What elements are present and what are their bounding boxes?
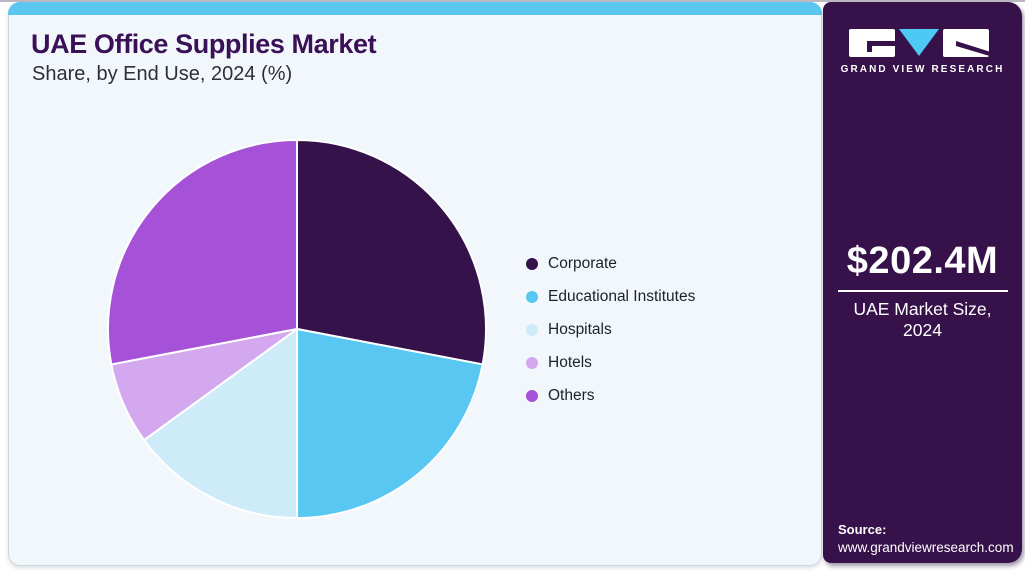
card-accent-bar [8, 2, 822, 15]
gvr-logo: GRAND VIEW RESEARCH [823, 29, 1022, 75]
chart-legend: Corporate Educational Institutes Hospita… [526, 255, 696, 422]
legend-label: Hospitals [548, 321, 612, 338]
source-url-link[interactable]: www.grandviewresearch.com [838, 540, 1014, 555]
source-label: Source: [838, 522, 887, 537]
logo-r-icon [942, 29, 997, 57]
logo-v-icon [898, 29, 939, 56]
legend-dot [526, 390, 538, 402]
legend-item: Educational Institutes [526, 288, 696, 305]
brand-sidebar: GRAND VIEW RESEARCH $202.4M UAE Market S… [823, 2, 1022, 563]
page-subtitle: Share, by End Use, 2024 (%) [32, 63, 293, 85]
legend-item: Others [526, 387, 695, 404]
legend-label: Others [548, 387, 595, 404]
pie-slice-others [107, 139, 298, 366]
top-border-line [0, 0, 1025, 2]
logo-g-icon [848, 29, 895, 57]
legend-item: Hospitals [526, 321, 695, 338]
gvr-logo-blocks [848, 29, 997, 57]
page-title: UAE Office Supplies Market [31, 29, 377, 59]
chart-card: UAE Office Supplies Market Share, by End… [8, 2, 822, 566]
legend-dot [526, 324, 538, 336]
pie-slice-educational-institutes [296, 327, 484, 519]
legend-dot [526, 357, 538, 369]
legend-label: Corporate [548, 255, 617, 272]
legend-item: Corporate [526, 255, 695, 272]
pie-chart [107, 139, 487, 519]
source-block: Source: www.grandviewresearch.com [838, 522, 1014, 555]
pie-slice-corporate [296, 139, 487, 366]
legend-item: Hotels [526, 354, 695, 371]
market-size-label-line1: UAE Market Size, [853, 299, 992, 319]
market-size-label: UAE Market Size, 2024 [823, 299, 1022, 341]
market-size-divider [837, 290, 1008, 292]
legend-label: Educational Institutes [548, 288, 696, 305]
pie-slice-hospitals [142, 327, 298, 519]
gvr-logo-wordmark: GRAND VIEW RESEARCH [840, 64, 1005, 75]
legend-label: Hotels [548, 354, 592, 371]
market-size-label-line2: 2024 [903, 320, 942, 340]
legend-dot [526, 258, 538, 270]
legend-dot [526, 291, 538, 303]
market-size-value: $202.4M [846, 240, 999, 282]
market-size-block: $202.4M UAE Market Size, 2024 [823, 240, 1022, 341]
